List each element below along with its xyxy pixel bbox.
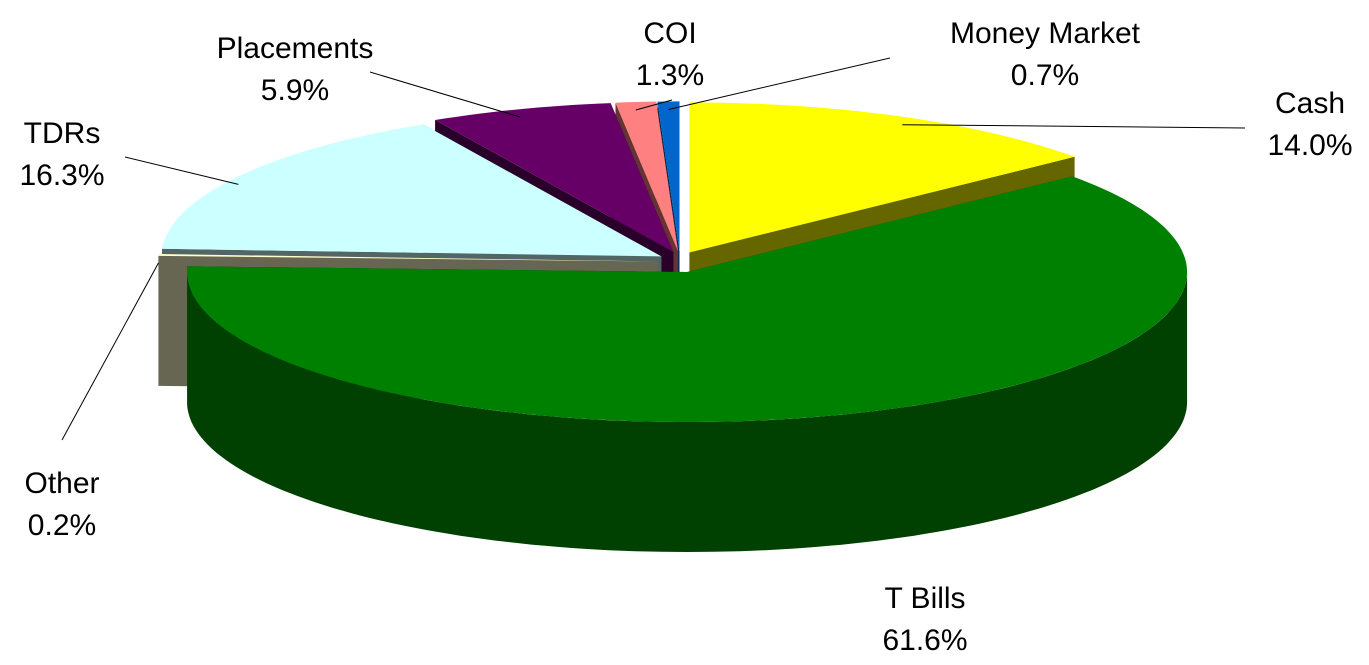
slice-label: Cash [1275,87,1345,120]
leader-line [61,262,159,441]
leader-line [124,156,239,185]
slice-value-label: 0.7% [1011,59,1079,92]
slice-label: COI [643,17,696,50]
leader-line [369,71,521,118]
slice [187,176,1188,552]
slice-value-label: 16.3% [19,159,104,192]
slice-top [657,101,680,252]
slice-value-label: 5.9% [261,74,329,107]
slice-top [187,176,1188,422]
slice-label: Money Market [950,17,1141,50]
slice-top [162,124,662,257]
slice-label: T Bills [884,582,965,615]
leader-line [635,99,673,111]
slice-label: TDRs [24,117,101,150]
slice-label: Other [24,467,99,500]
slice-value-label: 14.0% [1267,129,1352,162]
slice-label: Placements [217,32,374,65]
slice-top [615,101,679,252]
slice-top [158,254,658,262]
leader-line [902,124,1246,129]
slice-wall [187,272,1188,552]
slice-value-label: 61.6% [882,624,967,657]
slice-top [689,102,1075,253]
slice-top [435,103,674,252]
slice-value-label: 1.3% [636,59,704,92]
slice-value-label: 0.2% [28,509,96,542]
leader-line [668,57,891,110]
